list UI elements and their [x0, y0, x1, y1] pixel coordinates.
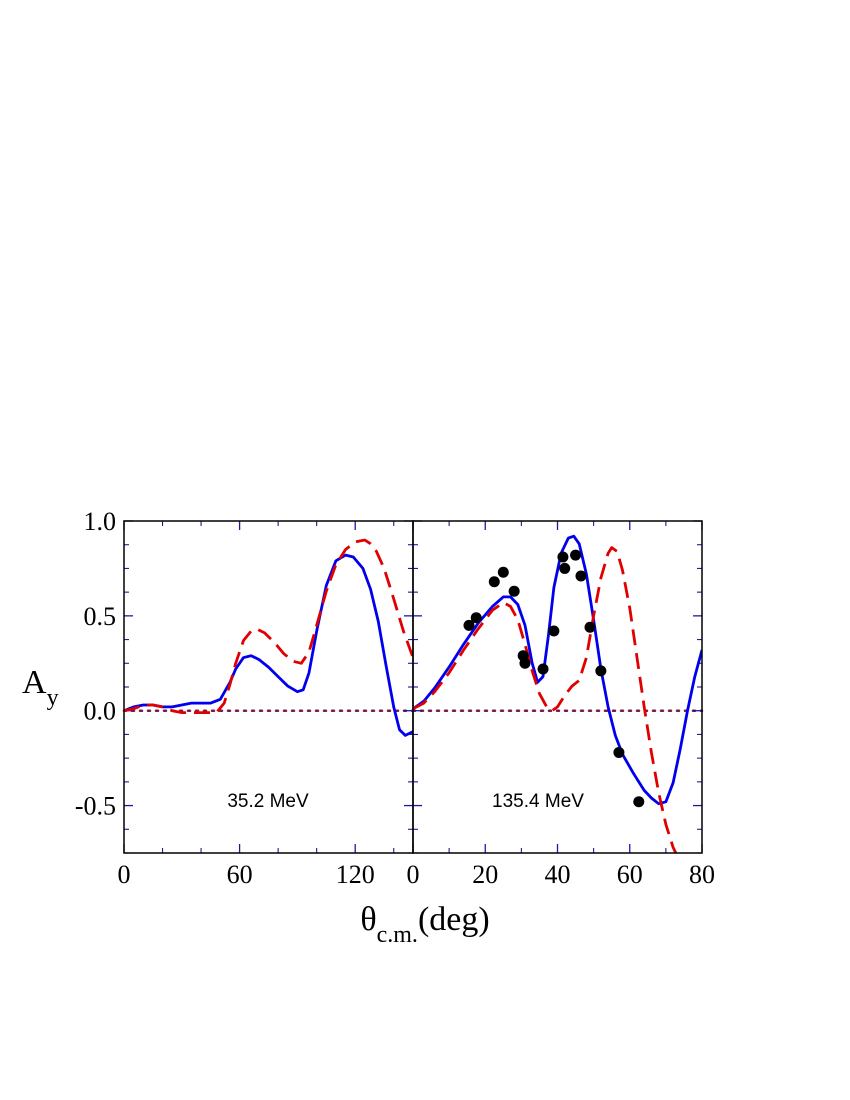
- energy-label-135-mev: 135.4 MeV: [492, 791, 584, 812]
- solid-curve: [124, 553, 413, 737]
- data-point: [613, 746, 625, 758]
- y-tick-label: 0.5: [84, 602, 117, 631]
- x-tick-label: 60: [227, 860, 253, 889]
- data-point: [537, 663, 549, 675]
- y-tick-label: -0.5: [75, 792, 116, 821]
- x-tick-label: 60: [617, 860, 643, 889]
- dashed-curve: [413, 546, 678, 853]
- data-point: [463, 619, 475, 631]
- x-axis-label-unit: (deg): [418, 901, 490, 938]
- data-point: [633, 796, 645, 808]
- data-point: [488, 576, 500, 588]
- x-tick-label: 120: [336, 860, 375, 889]
- data-point: [548, 625, 560, 637]
- y-tick-label: 0.0: [84, 697, 117, 726]
- panel-135-mev: 0 20 40 60 80: [407, 520, 715, 889]
- x-axis-label-main: θ: [360, 901, 376, 938]
- x-tick-label: 0: [118, 860, 131, 889]
- data-point: [508, 585, 520, 597]
- y-tick-label: 1.0: [84, 507, 117, 536]
- x-tick-label: 80: [689, 860, 715, 889]
- x-tick-label: 0: [407, 860, 420, 889]
- data-point: [519, 657, 531, 669]
- data-point: [595, 665, 607, 677]
- y-axis-label-main: A: [22, 664, 47, 701]
- data-point: [575, 570, 587, 582]
- dashed-curve: [124, 538, 413, 714]
- x-axis-label-sub: c.m.: [377, 922, 418, 948]
- x-axis-label: θc.m.(deg): [360, 901, 489, 948]
- solid-curve: [413, 534, 702, 806]
- data-point: [559, 562, 571, 574]
- x-tick-label: 40: [545, 860, 571, 889]
- data-point: [557, 551, 569, 563]
- energy-label-35-mev: 35.2 MeV: [227, 791, 309, 812]
- y-axis-label-sub: y: [47, 685, 59, 711]
- panel-35-mev: 0 60 120 -0.5 0.0 0.5 1.0: [75, 507, 415, 889]
- data-point: [497, 566, 509, 578]
- y-axis-label: Ay: [22, 664, 59, 711]
- plot-frame: [412, 520, 703, 854]
- data-point: [570, 549, 582, 561]
- x-tick-label: 20: [472, 860, 498, 889]
- data-point: [584, 621, 596, 633]
- data-point: [470, 612, 482, 624]
